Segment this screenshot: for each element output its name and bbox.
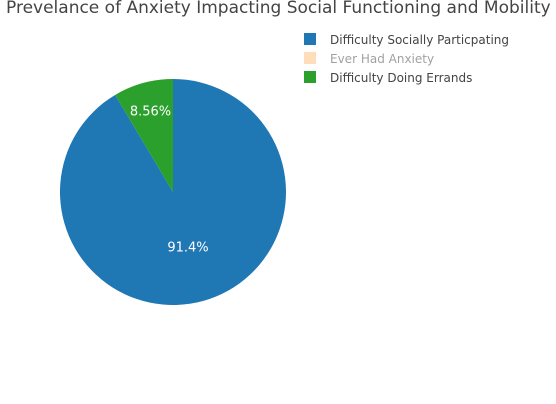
legend-item-difficulty-doing-errands[interactable]: Difficulty Doing Errands — [304, 71, 472, 85]
legend-swatch-difficulty-socially-particpating — [304, 33, 316, 45]
pie-slice-difficulty-doing-errands[interactable] — [115, 79, 173, 192]
pie-slice-difficulty-socially-particpating[interactable] — [59, 79, 286, 305]
legend-swatch-ever-had-anxiety — [304, 52, 316, 64]
chart-legend: Difficulty Socially Particpating Ever Had… — [304, 33, 509, 85]
pie-slice-labels: 91.4% 8.56% — [130, 104, 209, 255]
legend-label-ever-had-anxiety: Ever Had Anxiety — [330, 52, 434, 66]
chart-title: Prevelance of Anxiety Impacting Social F… — [6, 0, 551, 18]
legend-item-ever-had-anxiety[interactable]: Ever Had Anxiety — [304, 52, 434, 66]
legend-swatch-difficulty-doing-errands — [304, 71, 316, 83]
legend-label-difficulty-doing-errands: Difficulty Doing Errands — [330, 71, 472, 85]
pie-label-difficulty-doing-errands: 8.56% — [130, 104, 171, 119]
pie-slices — [59, 79, 286, 305]
legend-item-difficulty-socially-particpating[interactable]: Difficulty Socially Particpating — [304, 33, 509, 47]
pie-label-difficulty-socially-particpating: 91.4% — [167, 241, 208, 256]
legend-label-difficulty-socially-particpating: Difficulty Socially Particpating — [330, 33, 509, 47]
